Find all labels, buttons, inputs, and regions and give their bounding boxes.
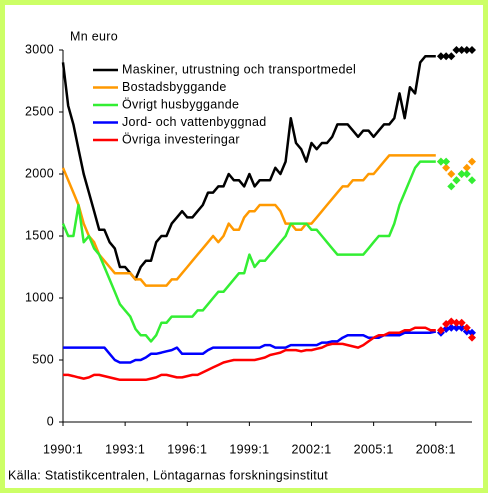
- forecast-marker: [462, 323, 471, 332]
- y-axis-label: Mn euro: [70, 29, 118, 43]
- forecast-marker: [457, 46, 466, 54]
- forecast-marker: [457, 323, 466, 332]
- forecast-marker: [452, 176, 461, 185]
- legend-label: Jord- och vattenbyggnad: [122, 115, 267, 129]
- forecast-marker: [442, 52, 451, 61]
- forecast-marker: [468, 176, 476, 185]
- forecast-marker: [452, 318, 461, 327]
- x-tick-label: 2002:1: [291, 442, 331, 456]
- forecast-marker: [442, 163, 451, 172]
- forecast-marker: [452, 46, 461, 54]
- x-tick-label: 2005:1: [354, 442, 394, 456]
- x-tick-label: 1999:1: [229, 442, 269, 456]
- forecast-marker: [447, 52, 456, 61]
- source-note: Källa: Statistikcentralen, Löntagarnas f…: [8, 468, 328, 482]
- series-line: [61, 160, 436, 343]
- forecast-marker: [462, 170, 471, 178]
- legend-label: Maskiner, utrustning och transportmedel: [122, 62, 356, 76]
- forecast-marker: [442, 157, 451, 166]
- y-tick-label: 2000: [25, 166, 54, 180]
- forecast-marker: [468, 328, 476, 337]
- x-tick-label: 1996:1: [167, 442, 207, 456]
- x-tick-label: 1993:1: [105, 442, 145, 456]
- forecast-marker: [436, 157, 445, 166]
- forecast-marker: [468, 46, 476, 54]
- legend-label: Övrigt husbyggande: [122, 97, 239, 111]
- y-tick-label: 3000: [25, 42, 54, 56]
- forecast-marker: [452, 323, 461, 332]
- y-tick-label: 500: [32, 352, 54, 366]
- forecast-marker: [462, 46, 471, 54]
- legend-label: Bostadsbyggande: [122, 80, 227, 94]
- forecast-marker: [457, 170, 466, 178]
- series-line: [63, 326, 436, 382]
- series-line: [61, 154, 436, 287]
- series-line: [61, 54, 436, 281]
- forecast-marker: [436, 326, 445, 335]
- forecast-marker: [457, 318, 466, 327]
- x-tick-label: 1990:1: [43, 442, 83, 456]
- forecast-marker: [468, 157, 476, 166]
- forecast-marker: [462, 163, 471, 172]
- y-tick-label: 2500: [25, 104, 54, 118]
- forecast-marker: [447, 182, 456, 191]
- y-tick-label: 1500: [25, 228, 54, 242]
- forecast-marker: [468, 333, 476, 342]
- y-tick-label: 1000: [25, 290, 54, 304]
- forecast-marker: [447, 170, 456, 178]
- x-tick-label: 2008:1: [416, 442, 456, 456]
- forecast-marker: [447, 323, 456, 332]
- forecast-marker: [436, 52, 445, 61]
- y-tick-label: 0: [47, 414, 54, 428]
- legend-label: Övriga investeringar: [122, 132, 240, 146]
